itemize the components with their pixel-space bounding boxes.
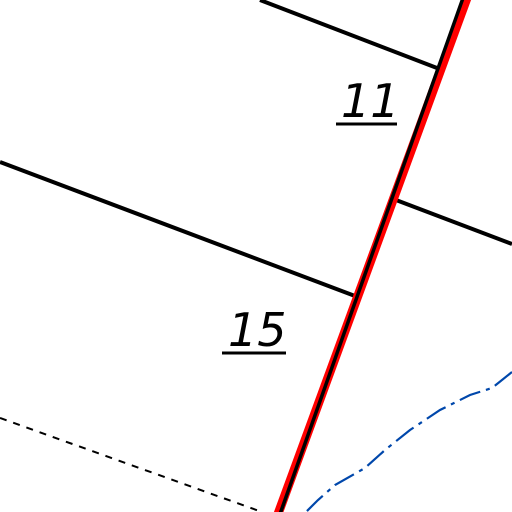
stream-line xyxy=(305,371,512,512)
parcel-number-11: 11 xyxy=(341,74,400,128)
highlighted-boundary-black xyxy=(278,0,465,512)
parcel-boundary-line xyxy=(395,198,512,246)
parcel-boundary-line xyxy=(0,160,356,298)
parcel-label-15: 15 xyxy=(222,303,287,357)
parcel-label-11: 11 xyxy=(336,74,400,128)
dashed-boundary-line xyxy=(0,417,263,512)
parcel-boundary-line xyxy=(259,0,438,70)
parcel-number-15: 15 xyxy=(228,303,287,357)
